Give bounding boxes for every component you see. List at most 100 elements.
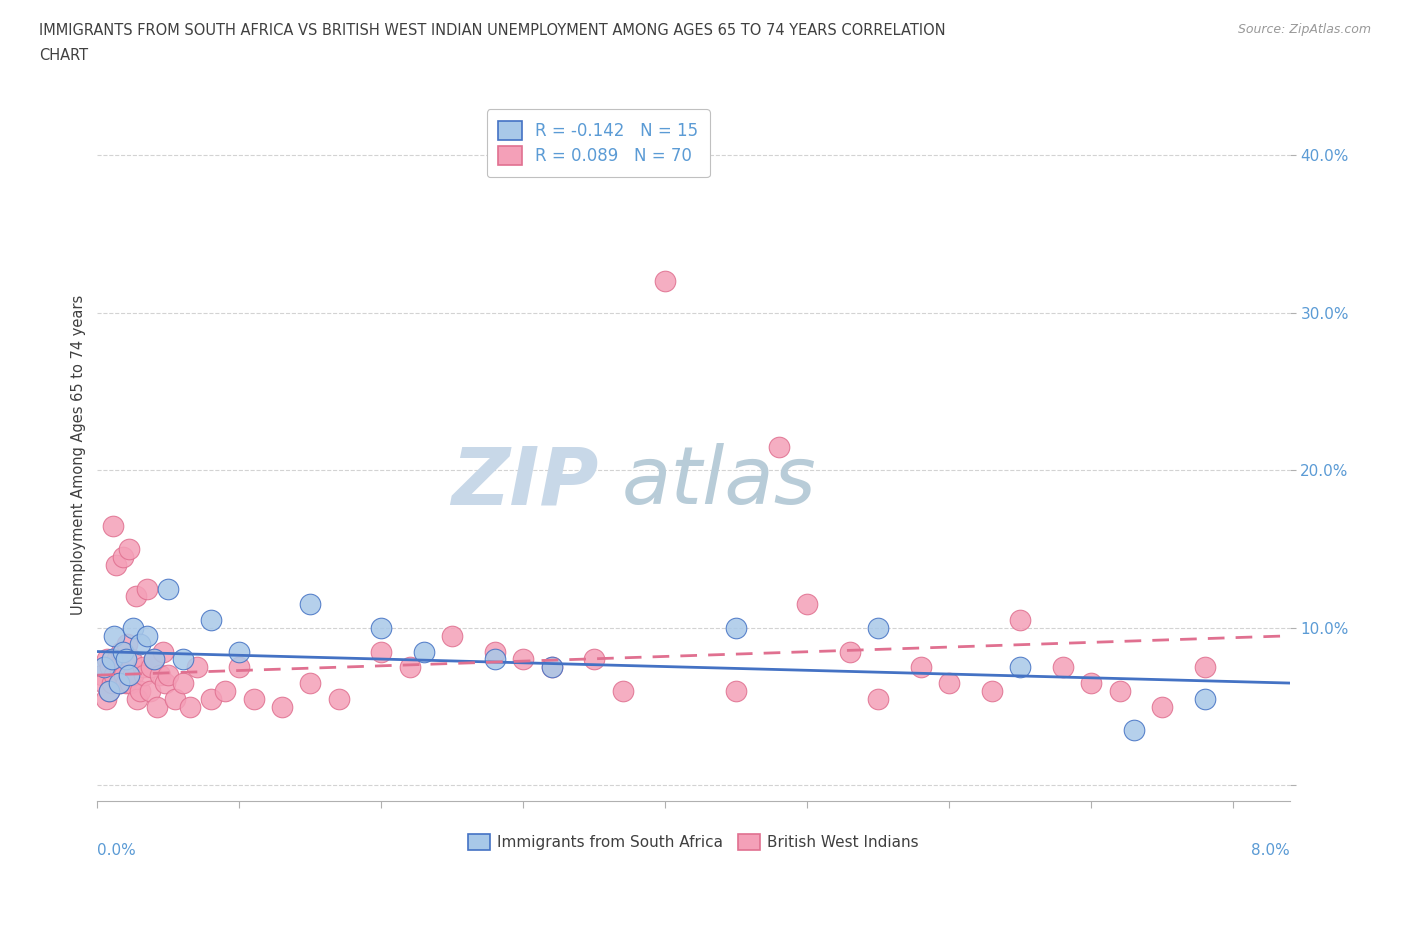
Point xyxy=(136,581,159,596)
Point xyxy=(114,652,136,667)
Point xyxy=(1194,691,1216,706)
Point xyxy=(242,691,264,706)
Point xyxy=(103,629,125,644)
Point xyxy=(111,644,134,659)
Point xyxy=(107,675,129,690)
Point xyxy=(179,699,201,714)
Point xyxy=(186,660,208,675)
Point xyxy=(1080,675,1102,690)
Point xyxy=(104,557,127,572)
Point xyxy=(370,644,392,659)
Point xyxy=(512,652,534,667)
Point xyxy=(1052,660,1074,675)
Point xyxy=(868,620,890,635)
Point xyxy=(134,668,156,683)
Point xyxy=(271,699,294,714)
Point xyxy=(108,675,131,690)
Point xyxy=(125,589,148,604)
Text: CHART: CHART xyxy=(39,48,89,63)
Point xyxy=(868,691,890,706)
Point xyxy=(1010,613,1032,628)
Text: 8.0%: 8.0% xyxy=(1251,843,1289,857)
Point xyxy=(155,675,177,690)
Point xyxy=(540,660,562,675)
Point xyxy=(105,652,128,667)
Point xyxy=(165,691,187,706)
Point xyxy=(654,273,676,288)
Point xyxy=(299,597,322,612)
Point xyxy=(100,675,122,690)
Point xyxy=(583,652,606,667)
Y-axis label: Unemployment Among Ages 65 to 74 years: Unemployment Among Ages 65 to 74 years xyxy=(72,295,86,615)
Point xyxy=(398,660,420,675)
Point xyxy=(129,636,152,651)
Point xyxy=(121,668,143,683)
Point xyxy=(97,684,120,698)
Point xyxy=(98,660,121,675)
Point xyxy=(157,668,180,683)
Legend: Immigrants from South Africa, British West Indians: Immigrants from South Africa, British We… xyxy=(463,828,925,856)
Point xyxy=(93,660,115,675)
Point xyxy=(370,620,392,635)
Point xyxy=(172,652,194,667)
Point xyxy=(143,652,166,667)
Point xyxy=(136,629,159,644)
Point xyxy=(94,691,117,706)
Point xyxy=(107,660,129,675)
Text: Source: ZipAtlas.com: Source: ZipAtlas.com xyxy=(1237,23,1371,36)
Point xyxy=(172,675,194,690)
Point xyxy=(96,652,118,667)
Point xyxy=(121,620,143,635)
Point xyxy=(200,691,222,706)
Point xyxy=(484,652,506,667)
Point xyxy=(117,541,139,556)
Point xyxy=(101,518,124,533)
Point xyxy=(146,699,169,714)
Point xyxy=(127,691,149,706)
Text: 0.0%: 0.0% xyxy=(97,843,136,857)
Point xyxy=(111,550,134,565)
Point xyxy=(1122,723,1144,737)
Point xyxy=(110,644,132,659)
Point xyxy=(100,652,122,667)
Point xyxy=(149,668,172,683)
Point xyxy=(97,684,120,698)
Point xyxy=(103,668,125,683)
Text: ZIP: ZIP xyxy=(451,444,598,522)
Point xyxy=(441,629,464,644)
Point xyxy=(725,620,748,635)
Point xyxy=(540,660,562,675)
Point xyxy=(725,684,748,698)
Point xyxy=(1194,660,1216,675)
Point xyxy=(139,684,162,698)
Text: atlas: atlas xyxy=(621,444,817,522)
Point xyxy=(768,439,790,454)
Point xyxy=(612,684,634,698)
Text: IMMIGRANTS FROM SOUTH AFRICA VS BRITISH WEST INDIAN UNEMPLOYMENT AMONG AGES 65 T: IMMIGRANTS FROM SOUTH AFRICA VS BRITISH … xyxy=(39,23,946,38)
Point xyxy=(114,675,136,690)
Point xyxy=(796,597,818,612)
Point xyxy=(118,675,141,690)
Point xyxy=(910,660,932,675)
Point xyxy=(328,691,350,706)
Point xyxy=(141,660,163,675)
Point xyxy=(228,644,250,659)
Point xyxy=(200,613,222,628)
Point xyxy=(484,644,506,659)
Point xyxy=(112,668,135,683)
Point xyxy=(157,581,180,596)
Point xyxy=(117,668,139,683)
Point xyxy=(214,684,236,698)
Point xyxy=(1010,660,1032,675)
Point xyxy=(838,644,860,659)
Point xyxy=(143,652,166,667)
Point xyxy=(299,675,322,690)
Point xyxy=(129,684,152,698)
Point xyxy=(120,652,142,667)
Point xyxy=(93,675,115,690)
Point xyxy=(1152,699,1174,714)
Point xyxy=(412,644,434,659)
Point xyxy=(90,668,112,683)
Point xyxy=(115,636,138,651)
Point xyxy=(980,684,1002,698)
